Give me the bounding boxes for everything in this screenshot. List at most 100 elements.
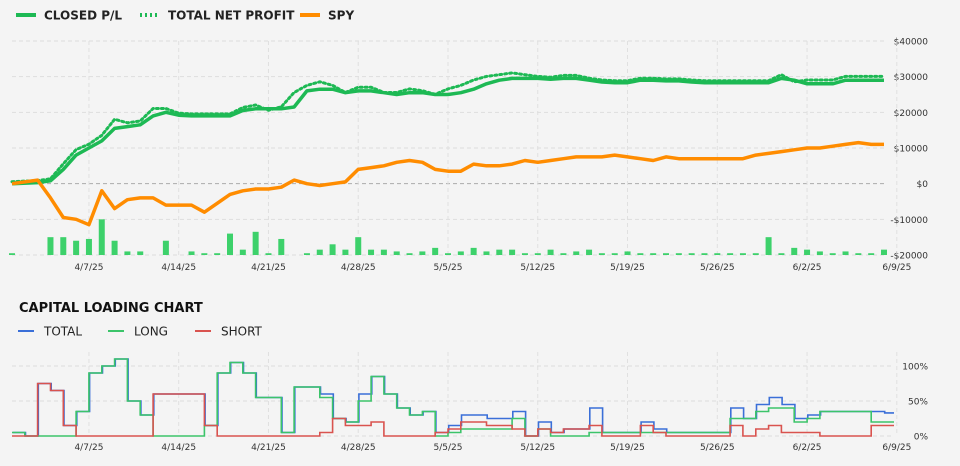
pl-bar bbox=[445, 253, 451, 255]
pl-bar bbox=[573, 251, 580, 255]
pl-bar bbox=[804, 249, 811, 255]
pl-bar bbox=[380, 249, 387, 255]
capital-x-tick-label: 5/12/25 bbox=[520, 443, 555, 453]
pl-bar bbox=[496, 249, 503, 255]
series-line-total-net-profit bbox=[10, 71, 886, 184]
pl-bar bbox=[137, 251, 144, 255]
pl-bar bbox=[739, 253, 746, 255]
capital-x-tick-label: 4/7/25 bbox=[74, 443, 103, 453]
pl-bar bbox=[611, 253, 618, 255]
pl-bar bbox=[124, 251, 131, 255]
series-line-closed-p-l bbox=[11, 76, 884, 186]
pl-bar bbox=[162, 240, 169, 255]
capital-y-tick-label: 0% bbox=[914, 433, 929, 443]
capital-series-long bbox=[12, 358, 894, 437]
capital-legend-label-2: SHORT bbox=[221, 325, 263, 339]
pl-bar bbox=[727, 253, 734, 255]
pl-bar bbox=[73, 240, 80, 255]
legend-label-2: SPY bbox=[328, 9, 354, 23]
pl-bar bbox=[303, 253, 310, 255]
x-tick-label: 5/12/25 bbox=[520, 263, 555, 273]
pl-bar bbox=[637, 253, 644, 255]
pl-bar bbox=[419, 251, 426, 255]
pl-bar bbox=[842, 251, 849, 255]
capital-x-tick-label: 5/5/25 bbox=[434, 443, 463, 453]
pl-bar bbox=[214, 253, 221, 255]
pl-bar bbox=[778, 253, 785, 255]
pl-bar bbox=[201, 253, 208, 255]
pl-bar bbox=[85, 238, 92, 255]
x-tick-label: 5/26/25 bbox=[700, 263, 735, 273]
capital-x-tick-label: 4/14/25 bbox=[161, 443, 196, 453]
x-tick-label: 6/2/25 bbox=[793, 263, 822, 273]
x-tick-label: 4/7/25 bbox=[74, 263, 103, 273]
pl-bar bbox=[316, 249, 323, 255]
x-tick-label: 4/28/25 bbox=[341, 263, 376, 273]
capital-legend-label-0: TOTAL bbox=[43, 325, 82, 339]
pl-bar bbox=[816, 251, 823, 255]
pl-bar bbox=[868, 253, 875, 255]
x-tick-label: 4/14/25 bbox=[161, 263, 196, 273]
x-tick-label: 4/21/25 bbox=[251, 263, 286, 273]
pl-bar bbox=[881, 249, 887, 255]
pl-bar bbox=[675, 253, 682, 255]
pl-bar bbox=[521, 253, 528, 255]
pl-bar bbox=[560, 253, 567, 255]
pl-bar bbox=[252, 231, 259, 255]
legend-label-1: TOTAL NET PROFIT bbox=[168, 9, 295, 23]
pl-bar bbox=[547, 249, 554, 255]
pl-bar bbox=[586, 249, 593, 255]
pl-bar bbox=[239, 249, 246, 255]
pl-bar bbox=[368, 249, 375, 255]
pl-bar bbox=[624, 251, 631, 255]
capital-x-tick-label: 4/21/25 bbox=[251, 443, 286, 453]
y-tick-label: $20000 bbox=[894, 109, 929, 119]
pl-bar bbox=[483, 251, 490, 255]
pl-bar bbox=[265, 253, 272, 255]
pl-bar bbox=[355, 237, 362, 255]
pl-bar bbox=[98, 219, 105, 255]
pl-bar bbox=[329, 244, 336, 255]
capital-legend-label-1: LONG bbox=[134, 325, 168, 339]
pl-bar bbox=[393, 251, 400, 255]
pl-bar bbox=[534, 253, 541, 255]
pl-bar bbox=[432, 247, 439, 255]
capital-x-tick-label: 5/19/25 bbox=[610, 443, 645, 453]
pl-bar bbox=[791, 247, 798, 255]
capital-series-total bbox=[12, 358, 894, 437]
pl-bar bbox=[752, 253, 759, 255]
pl-bar bbox=[855, 253, 862, 255]
pl-bar bbox=[406, 253, 413, 255]
pl-bar bbox=[663, 253, 669, 255]
pl-bar bbox=[701, 253, 708, 255]
y-tick-label: $10000 bbox=[894, 145, 929, 155]
capital-series-short bbox=[12, 382, 894, 437]
capital-x-tick-label: 4/28/25 bbox=[341, 443, 376, 453]
capital-x-tick-label: 6/2/25 bbox=[793, 443, 822, 453]
y-tick-label: -$20000 bbox=[890, 252, 928, 262]
capital-x-tick-label: 5/26/25 bbox=[700, 443, 735, 453]
y-tick-label: $0 bbox=[917, 180, 929, 190]
capital-chart-title: CAPITAL LOADING CHART bbox=[19, 301, 203, 316]
pl-bar bbox=[650, 253, 657, 255]
pl-bar bbox=[111, 240, 118, 255]
pl-bar bbox=[765, 237, 772, 255]
pl-bar bbox=[342, 249, 349, 255]
pl-bar bbox=[188, 251, 195, 255]
pl-bar bbox=[688, 253, 695, 255]
x-tick-label: 5/19/25 bbox=[610, 263, 645, 273]
pl-bar bbox=[60, 237, 67, 255]
x-tick-label: 6/9/25 bbox=[882, 263, 911, 273]
capital-y-tick-label: 100% bbox=[902, 363, 928, 373]
pl-bar bbox=[47, 237, 54, 255]
pl-bar bbox=[470, 247, 477, 255]
pl-bar bbox=[509, 249, 516, 255]
y-tick-label: $30000 bbox=[894, 73, 929, 83]
y-tick-label: -$10000 bbox=[890, 216, 928, 226]
pl-bar bbox=[9, 253, 15, 255]
x-tick-label: 5/5/25 bbox=[434, 263, 463, 273]
legend-label-0: CLOSED P/L bbox=[44, 9, 122, 23]
pl-bar bbox=[457, 251, 464, 255]
